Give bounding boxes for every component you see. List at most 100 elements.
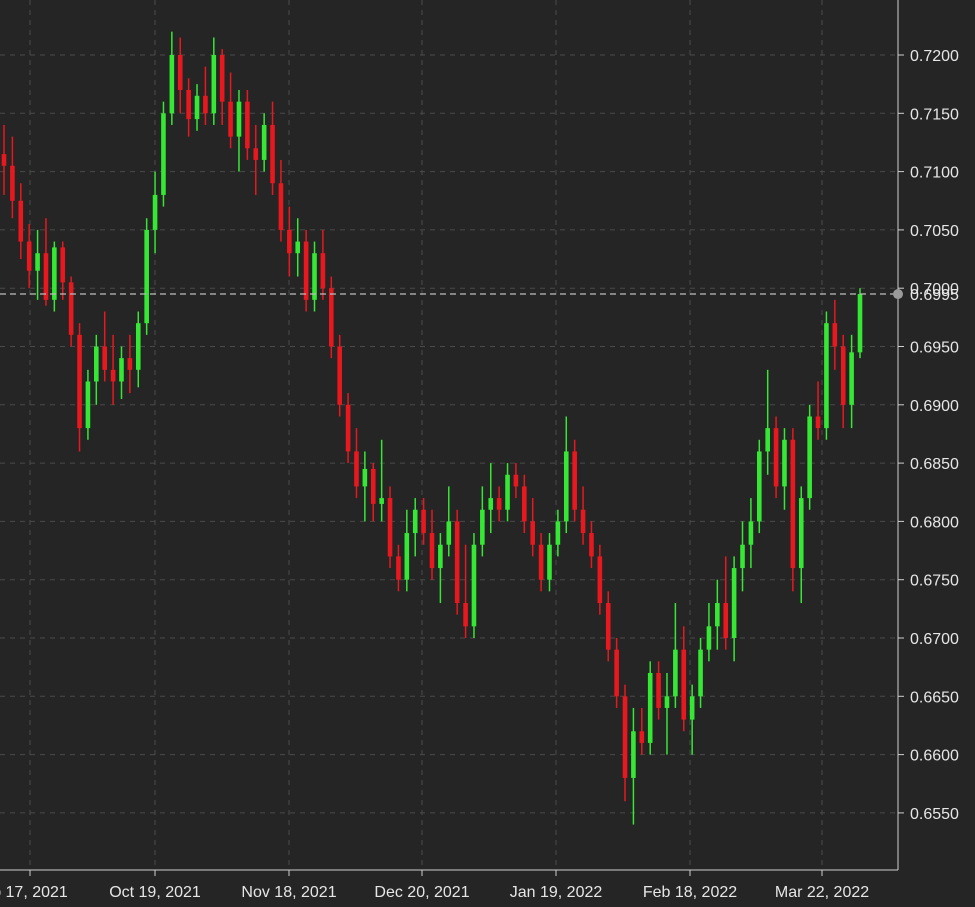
candle-down bbox=[1, 154, 7, 166]
x-axis-labels: p 17, 2021 Oct 19, 2021 Nov 18, 2021 Dec 20… bbox=[0, 870, 869, 901]
candle-down bbox=[815, 416, 821, 429]
candle-down bbox=[614, 649, 619, 697]
last-price-marker: 0.6995 bbox=[0, 287, 959, 304]
candle-down bbox=[110, 369, 116, 382]
candle-down bbox=[18, 200, 24, 242]
candle-down bbox=[26, 241, 32, 271]
candle-up bbox=[261, 124, 267, 160]
y-tick-label: 0.6800 bbox=[910, 514, 959, 531]
candle-up bbox=[161, 113, 166, 195]
candle-down bbox=[77, 334, 82, 429]
candle-down bbox=[429, 533, 435, 569]
candle-down bbox=[538, 544, 544, 580]
candle-up bbox=[404, 533, 410, 580]
candle-up bbox=[236, 101, 242, 137]
candle-up bbox=[689, 696, 695, 720]
candle-down bbox=[270, 124, 275, 184]
candle-up bbox=[731, 568, 737, 638]
candle-up bbox=[52, 247, 57, 300]
candle-down bbox=[605, 603, 611, 650]
x-tick-label: Nov 18, 2021 bbox=[241, 884, 336, 901]
candle-down bbox=[60, 247, 66, 283]
candle-up bbox=[706, 626, 712, 650]
candle-up bbox=[35, 253, 40, 271]
candle-down bbox=[203, 95, 208, 114]
candle-up bbox=[152, 194, 158, 230]
candle-down bbox=[177, 55, 183, 90]
y-tick-label: 0.6850 bbox=[910, 456, 959, 473]
candle-down bbox=[773, 428, 779, 487]
candle-down bbox=[840, 346, 846, 405]
y-axis-ticks: 0.7200 0.7150 0.7100 0.7050 0.7000 0.6950 0.69… bbox=[898, 48, 959, 823]
candle-up bbox=[740, 544, 745, 569]
candle-down bbox=[186, 89, 191, 120]
candle-down bbox=[572, 451, 577, 510]
candle-down bbox=[589, 533, 594, 557]
y-tick-label: 0.7050 bbox=[910, 223, 959, 240]
candle-down bbox=[303, 241, 309, 300]
y-tick-label: 0.6650 bbox=[910, 689, 959, 706]
y-tick-label: 0.7100 bbox=[910, 165, 959, 182]
last-price-dot bbox=[893, 289, 903, 300]
candle-up bbox=[135, 323, 141, 370]
y-tick-label: 0.6900 bbox=[910, 398, 959, 415]
candle-up bbox=[480, 509, 485, 545]
candle-up bbox=[211, 55, 217, 114]
candle-down bbox=[287, 229, 292, 254]
candle-up bbox=[547, 544, 552, 580]
candle-down bbox=[421, 509, 426, 534]
candle-up bbox=[807, 416, 812, 499]
y-tick-label: 0.6950 bbox=[910, 340, 959, 357]
candle-up bbox=[673, 649, 678, 697]
candle-up bbox=[119, 358, 124, 382]
y-tick-label: 0.6700 bbox=[910, 631, 959, 648]
candle-down bbox=[597, 556, 603, 604]
candle-up bbox=[798, 498, 804, 569]
candle-down bbox=[253, 148, 259, 160]
y-tick-label: 0.7000 bbox=[910, 281, 959, 298]
candle-down bbox=[228, 101, 233, 137]
last-price-label: 0.6995 bbox=[910, 287, 959, 304]
candle-up bbox=[446, 521, 452, 545]
candle-up bbox=[748, 521, 754, 545]
candle-up bbox=[295, 241, 301, 254]
candle-up bbox=[94, 346, 99, 382]
candle-down bbox=[219, 55, 225, 102]
candle-down bbox=[127, 358, 133, 370]
candle-up bbox=[756, 451, 762, 522]
x-tick-label: Oct 19, 2021 bbox=[109, 884, 201, 901]
candle-up bbox=[505, 474, 510, 510]
candle-down bbox=[278, 183, 284, 230]
candle-up bbox=[488, 498, 494, 510]
candle-down bbox=[354, 451, 359, 487]
candle-down bbox=[43, 253, 49, 300]
candle-down bbox=[463, 603, 468, 627]
candle-up bbox=[857, 294, 863, 353]
y-tick-label: 0.6750 bbox=[910, 573, 959, 590]
candle-up bbox=[631, 731, 636, 778]
candle-down bbox=[337, 346, 342, 405]
candle-down bbox=[10, 165, 15, 201]
candles bbox=[1, 31, 863, 825]
candle-up bbox=[555, 521, 561, 545]
candle-down bbox=[622, 696, 628, 778]
candle-up bbox=[471, 544, 477, 627]
candle-down bbox=[370, 468, 376, 504]
candle-up bbox=[362, 468, 368, 487]
candle-down bbox=[68, 282, 74, 335]
y-tick-label: 0.6600 bbox=[910, 748, 959, 765]
candle-up bbox=[312, 253, 317, 300]
x-tick-label: Feb 18, 2022 bbox=[643, 884, 737, 901]
y-tick-label: 0.6550 bbox=[910, 806, 959, 823]
candle-down bbox=[522, 486, 527, 522]
candle-up bbox=[849, 352, 854, 405]
candle-up bbox=[698, 649, 703, 697]
candle-up bbox=[169, 55, 175, 114]
candle-up bbox=[715, 603, 720, 627]
candle-up bbox=[765, 428, 770, 452]
candle-down bbox=[454, 521, 460, 604]
candle-down bbox=[245, 101, 250, 149]
candle-down bbox=[320, 253, 326, 289]
